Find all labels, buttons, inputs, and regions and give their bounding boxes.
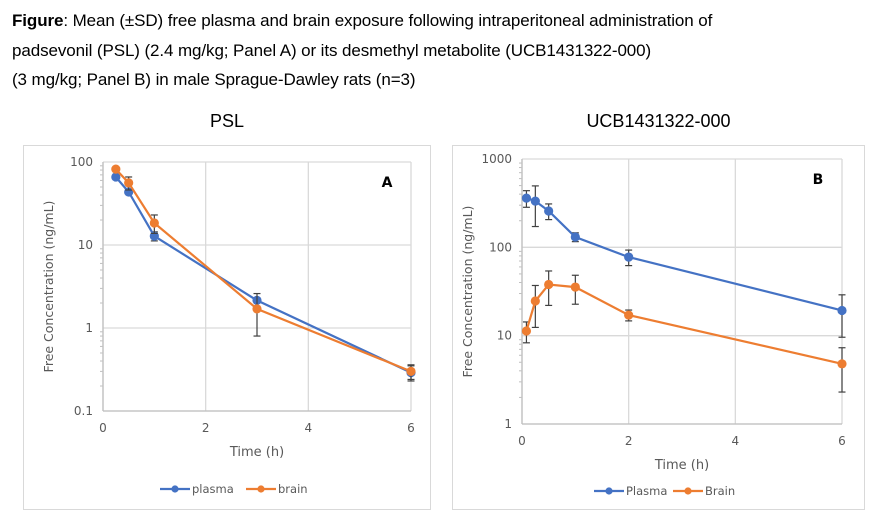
brain-series-line [525,283,843,365]
plasma-data-point [837,305,847,316]
legend-plasma-label: Plasma [626,484,667,498]
legend-brain-label: brain [278,482,308,496]
plasma-series-line [114,176,412,374]
plasma-data-point [111,172,121,182]
y-tick-label: 10 [497,329,512,343]
panel-b-frame: 1 10 100 1000 0 2 4 6 Time (h) Free Concentration… [452,145,865,510]
legend-plasma-marker [171,485,179,493]
brain-data-point [111,164,121,174]
x-tick-label: 6 [838,434,846,448]
x-tick-label: 2 [625,434,633,448]
x-tick-label: 4 [305,421,313,435]
plasma-data-point [530,196,540,206]
legend-brain-marker [684,487,692,495]
y-axis-label: Free Concentration (ng/mL) [41,201,56,373]
panel-a-title: PSL [209,111,245,131]
x-axis-label: Time (h) [654,458,709,473]
panel-label: A [382,175,393,191]
figure-caption: Figure: Mean (±SD) free plasma and brain… [12,6,872,95]
legend-brain-marker [257,485,265,493]
caption-line-2: padsevonil (PSL) (2.4 mg/kg; Panel A) or… [12,40,652,60]
x-tick-label: 0 [518,434,526,448]
plasma-data-point [544,206,554,216]
y-axis-label: Free Concentration (ng/mL) [460,206,475,378]
y-tick-label: 1000 [481,152,512,166]
panel-a-chart: 0.1 1 10 100 0 2 4 6 Time (h) Free Concentration … [41,155,416,496]
caption-bold: Figure [12,11,64,30]
y-tick-label: 10 [78,238,93,252]
brain-data-point [406,366,416,376]
x-tick-label: 4 [732,434,740,448]
brain-data-point [149,218,159,228]
plasma-data-point [624,252,634,262]
brain-data-point [837,359,847,369]
legend-plasma-marker [605,487,613,495]
panel-label: B [813,172,824,188]
y-tick-label: 1 [504,417,512,431]
panel-b-chart: 1 10 100 1000 0 2 4 6 Time (h) Free Concentration… [460,152,847,498]
brain-data-point [530,296,540,306]
legend-plasma-label: plasma [192,482,234,496]
y-tick-label: 0.1 [74,404,93,418]
legend-brain-label: Brain [705,484,735,498]
caption-line-1: Figure: Mean (±SD) free plasma and brain… [12,6,872,36]
plasma-data-point [570,232,580,242]
brain-data-point [521,326,532,336]
x-axis-label: Time (h) [229,445,284,460]
x-tick-label: 2 [202,421,210,435]
brain-data-point [570,282,580,292]
x-tick-label: 6 [407,421,415,435]
brain-series-line [114,168,412,373]
x-tick-label: 0 [99,421,107,435]
panel-a-frame: 0.1 1 10 100 0 2 4 6 Time (h) Free Concentration … [23,145,431,510]
y-tick-label: 100 [70,155,93,169]
plasma-data-point [521,193,532,203]
y-tick-label: 1 [85,321,93,335]
y-tick-label: 100 [489,240,512,254]
plasma-series-line [526,197,843,312]
brain-data-point [624,310,634,320]
caption-text-1: : Mean (±SD) free plasma and brain expos… [63,11,713,30]
caption-line-3: (3 mg/kg; Panel B) in male Sprague-Dawle… [12,70,416,89]
brain-data-point [544,279,554,290]
panel-b-title: UCB1431322-000 [586,111,731,131]
brain-data-point [124,178,134,188]
brain-data-point [252,304,262,314]
